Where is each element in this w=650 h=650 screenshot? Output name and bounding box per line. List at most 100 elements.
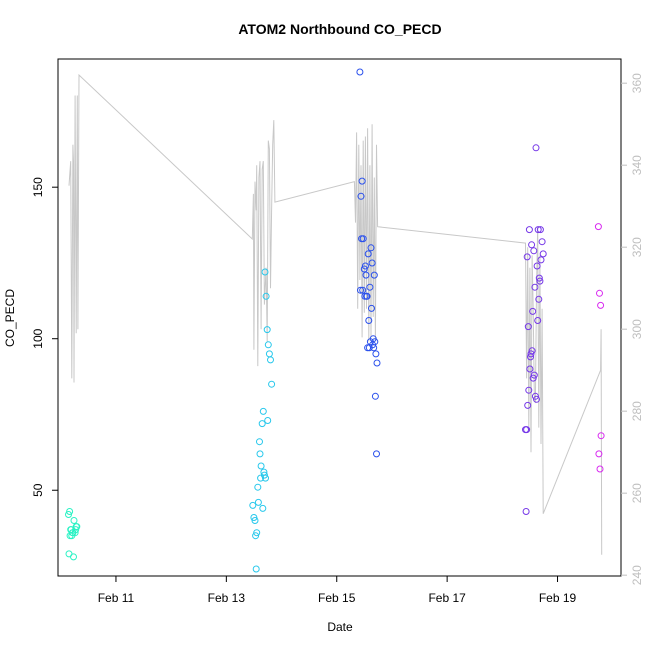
data-point	[597, 432, 605, 440]
data-point	[365, 317, 373, 324]
data-point	[360, 265, 368, 273]
y2-tick-label: 240	[630, 565, 644, 585]
data-point	[66, 508, 74, 515]
x-tick-label: Feb 17	[428, 591, 466, 605]
data-point	[526, 365, 534, 373]
data-point	[358, 177, 366, 185]
data-point	[72, 523, 80, 531]
data-point	[357, 192, 365, 200]
data-point	[361, 292, 369, 300]
data-point	[373, 359, 381, 367]
data-point	[530, 247, 538, 255]
data-point	[250, 514, 258, 521]
data-point	[535, 274, 543, 282]
data-point	[264, 341, 272, 349]
data-point	[356, 68, 364, 76]
data-point	[252, 532, 260, 540]
y2-tick-label: 320	[630, 237, 644, 257]
data-point	[533, 395, 540, 403]
data-point	[268, 380, 276, 388]
data-point	[254, 498, 262, 506]
data-point	[527, 350, 535, 358]
data-point	[262, 474, 269, 482]
data-point	[259, 504, 267, 512]
data-point	[524, 323, 532, 331]
data-point	[528, 241, 536, 249]
data-point	[524, 401, 532, 409]
data-point	[267, 356, 274, 364]
data-point	[259, 407, 267, 415]
y2-tick-label: 260	[630, 483, 644, 503]
y-tick-label: 150	[31, 177, 45, 197]
plot-area	[65, 68, 605, 573]
data-point	[537, 256, 545, 264]
data-point	[265, 350, 273, 358]
data-point	[256, 438, 263, 446]
y2-tick-label: 360	[630, 73, 644, 93]
series-group-4	[522, 144, 547, 515]
data-point	[367, 244, 375, 252]
data-point	[373, 450, 380, 458]
x-axis-title: Date	[327, 620, 353, 634]
data-point	[522, 508, 530, 515]
x-tick-label: Feb 15	[318, 591, 356, 605]
data-point	[534, 226, 542, 234]
x-tick-label: Feb 13	[208, 591, 246, 605]
data-point	[536, 226, 544, 234]
data-point	[595, 450, 603, 458]
data-point	[372, 350, 380, 358]
data-point	[523, 426, 531, 434]
data-point	[531, 283, 539, 291]
data-point	[256, 450, 264, 458]
data-point	[359, 286, 367, 294]
data-point	[536, 277, 544, 285]
chart-title: ATOM2 Northbound CO_PECD	[238, 21, 441, 37]
y2-tick-label: 280	[630, 401, 644, 421]
data-point	[70, 517, 78, 524]
plot-frame	[57, 58, 622, 577]
y2-tick-label: 300	[630, 319, 644, 339]
y-tick-label: 100	[31, 328, 45, 348]
series-group-3	[356, 68, 381, 458]
data-point	[596, 289, 603, 297]
data-point	[525, 226, 533, 234]
data-point	[249, 501, 257, 509]
data-point	[531, 392, 539, 400]
data-point	[257, 462, 265, 470]
data-point	[527, 353, 534, 361]
data-point	[262, 292, 270, 300]
x-tick-label: Feb 19	[539, 591, 577, 605]
data-point	[529, 374, 537, 382]
data-point	[534, 317, 542, 324]
series-group-5	[594, 223, 605, 473]
series-group-2	[249, 268, 276, 573]
data-point	[261, 268, 269, 276]
data-point	[65, 550, 73, 558]
data-point	[371, 392, 379, 400]
axes-layer: Feb 11 Feb 13 Feb 15 Feb 17 Feb 19 50 100 150 24…	[31, 58, 644, 605]
data-point	[594, 223, 602, 231]
data-point	[358, 235, 366, 243]
data-point	[596, 465, 604, 473]
data-point	[532, 144, 540, 152]
data-point	[258, 420, 266, 428]
data-point	[538, 238, 546, 246]
data-point	[533, 262, 541, 270]
data-point	[525, 386, 533, 394]
data-point	[535, 295, 543, 303]
data-point	[368, 259, 376, 267]
y2-tick-label: 340	[630, 155, 644, 175]
data-point	[366, 283, 374, 291]
secondary-series-line	[68, 73, 603, 555]
data-point	[257, 474, 265, 482]
data-point	[368, 304, 375, 312]
data-point	[369, 335, 377, 343]
data-point	[364, 344, 372, 352]
data-point	[539, 250, 547, 258]
data-point	[253, 529, 261, 537]
y-tick-label: 50	[31, 483, 45, 497]
data-point	[597, 301, 605, 309]
data-point	[530, 371, 538, 379]
